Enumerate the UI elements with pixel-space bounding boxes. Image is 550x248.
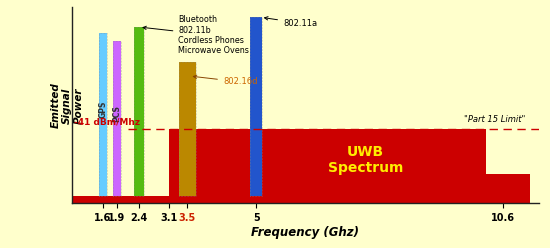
- Text: 802.11a: 802.11a: [265, 17, 317, 28]
- Bar: [250, 17, 262, 195]
- Bar: [72, 195, 530, 203]
- Text: UWB
Spectrum: UWB Spectrum: [328, 145, 403, 175]
- Bar: [179, 62, 196, 195]
- Bar: [98, 33, 107, 195]
- Bar: [486, 174, 530, 203]
- Bar: [179, 62, 196, 195]
- Text: "Part 15 Limit": "Part 15 Limit": [464, 115, 526, 124]
- Bar: [98, 33, 107, 195]
- Text: -41 dBm/Mhz: -41 dBm/Mhz: [74, 118, 140, 127]
- Bar: [134, 27, 144, 195]
- Text: 802.16d: 802.16d: [194, 75, 257, 86]
- Text: PCS: PCS: [112, 105, 122, 122]
- X-axis label: Frequency (Ghz): Frequency (Ghz): [251, 226, 359, 239]
- Text: Bluetooth
802.11b
Cordless Phones
Microwave Ovens: Bluetooth 802.11b Cordless Phones Microw…: [143, 15, 249, 56]
- Bar: [169, 129, 486, 203]
- Bar: [250, 17, 262, 195]
- Bar: [113, 41, 121, 195]
- Text: GPS: GPS: [98, 101, 107, 118]
- Y-axis label: Emitted
Signal
Power: Emitted Signal Power: [51, 83, 84, 128]
- Bar: [134, 27, 144, 195]
- Bar: [113, 41, 121, 195]
